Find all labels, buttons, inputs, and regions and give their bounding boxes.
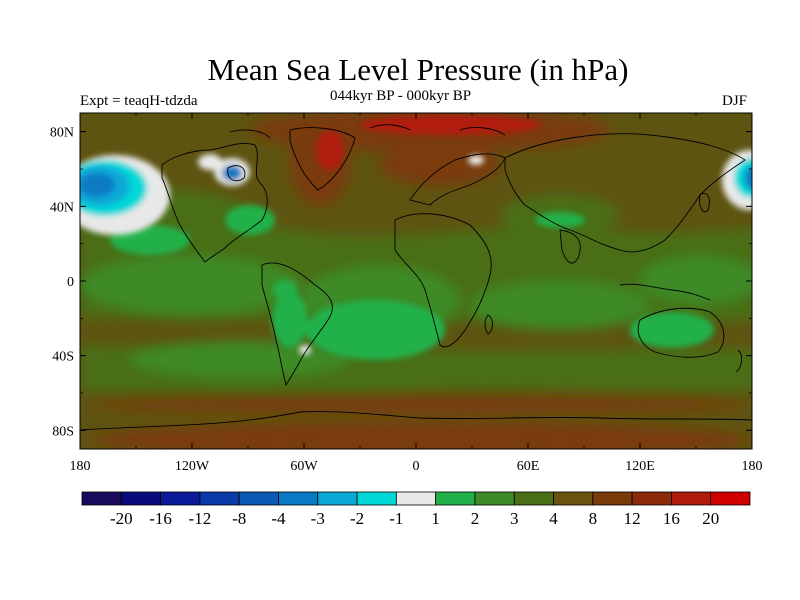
colorbar-label: -8	[232, 509, 246, 528]
field-band-southpacific	[130, 342, 350, 378]
chart-title: Mean Sea Level Pressure (in hPa)	[207, 52, 629, 87]
colorbar-label: -12	[189, 509, 212, 528]
field-green-australia	[630, 312, 714, 348]
field-low-pacific-east	[722, 150, 752, 210]
coast-australia	[637, 307, 725, 358]
colorbar-label: 2	[471, 509, 480, 528]
coastlines	[80, 124, 752, 431]
colorbar-cell	[553, 491, 594, 506]
field-low-hudson	[198, 154, 484, 355]
colorbar-cell	[81, 491, 122, 506]
field-green-southamerica	[272, 292, 308, 348]
coast-india	[559, 229, 581, 264]
colorbar-label: -2	[350, 509, 364, 528]
coast-madagascar	[484, 314, 493, 335]
colorbar-cell	[435, 491, 476, 506]
colorbar-cell	[356, 491, 397, 506]
coast-asia	[504, 133, 746, 253]
colorbar-cell	[238, 491, 279, 506]
colorbar-label: 4	[549, 509, 558, 528]
longitude-axis: 180 120W 60W 0 60E 120E 180	[70, 113, 763, 474]
colorbar-label: -4	[271, 509, 286, 528]
field-green-arabia	[535, 212, 585, 228]
colorbar-cell	[631, 491, 672, 506]
colorbar-cell	[120, 491, 161, 506]
field-low-pacific-west	[80, 155, 170, 235]
lon-label: 120E	[625, 459, 655, 474]
colorbar-cell	[317, 491, 358, 506]
colorbar-cell	[160, 491, 201, 506]
lon-label: 0	[413, 459, 420, 474]
colorbar-label: 1	[431, 509, 440, 528]
colorbar-label: 3	[510, 509, 519, 528]
pressure-field	[80, 113, 752, 449]
lat-label: 40S	[52, 350, 74, 365]
colorbar-label: 16	[663, 509, 680, 528]
colorbar-cell	[671, 491, 712, 506]
colorbar-cell	[710, 491, 751, 506]
field-high-southern-ring	[90, 397, 750, 413]
experiment-label: Expt = teaqH-tdzda	[80, 93, 198, 109]
latitude-axis: 80N 40N 0 40S 80S	[50, 126, 752, 439]
field-band-eqpacific	[80, 255, 300, 315]
coast-japan	[699, 192, 710, 213]
coast-hudson-bay	[227, 165, 246, 182]
lon-label: 60E	[517, 459, 540, 474]
field-band-westpacific	[640, 255, 752, 305]
colorbar-label: -20	[110, 509, 133, 528]
season-label: DJF	[722, 93, 748, 109]
colorbar-label: -1	[389, 509, 403, 528]
colorbar-label: -3	[311, 509, 325, 528]
colorbar-label: 20	[702, 509, 719, 528]
field-band-indian	[470, 280, 650, 330]
field-high-europe	[380, 145, 500, 185]
field-peak-greenland	[316, 130, 344, 170]
field-green-atlantic-south	[305, 300, 445, 360]
lon-label: 60W	[290, 459, 318, 474]
coast-arctic-islands	[229, 124, 506, 139]
lat-label: 80S	[52, 424, 74, 439]
colorbar-label: 12	[624, 509, 641, 528]
coast-greenland	[289, 127, 356, 191]
coast-antarctica	[80, 411, 752, 431]
coast-new-zealand	[735, 349, 743, 373]
coast-indonesia	[619, 283, 711, 301]
period-label: 044kyr BP - 000kyr BP	[330, 88, 472, 104]
lon-label: 180	[742, 459, 763, 474]
colorbar-cell	[278, 491, 319, 506]
colorbar-label: 8	[589, 509, 598, 528]
field-green-amazon	[273, 280, 297, 300]
lon-label: 120W	[175, 459, 210, 474]
coast-africa	[394, 213, 492, 348]
coast-south-america	[261, 262, 333, 387]
colorbar-label: -16	[149, 509, 172, 528]
coast-north-america	[161, 142, 268, 263]
colorbar-cell	[395, 491, 437, 506]
lat-label: 0	[67, 275, 74, 290]
lat-label: 80N	[50, 126, 74, 141]
field-high-antarctic	[90, 422, 750, 449]
colorbar-cell	[199, 491, 240, 506]
field-green-northamerica	[225, 205, 275, 235]
lon-label: 180	[70, 459, 91, 474]
lat-label: 40N	[50, 200, 74, 215]
colorbar-cell	[592, 491, 633, 506]
colorbar-cell	[513, 491, 554, 506]
colorbar-cell	[474, 491, 515, 506]
